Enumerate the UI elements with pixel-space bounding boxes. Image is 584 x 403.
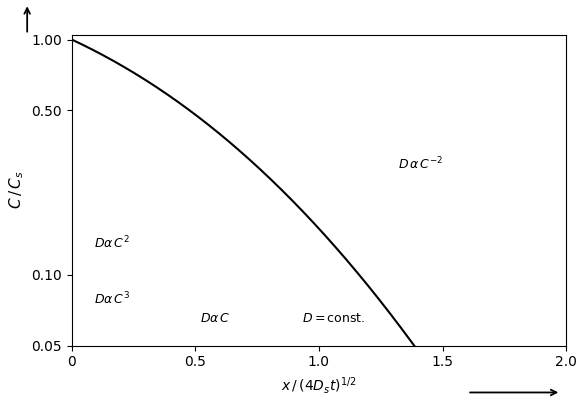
Text: $D\,\alpha\,C^{-2}$: $D\,\alpha\,C^{-2}$ xyxy=(398,156,443,172)
X-axis label: $x\,/\,(4D_s t)^{1/2}$: $x\,/\,(4D_s t)^{1/2}$ xyxy=(281,375,357,396)
Text: $D\alpha\,C$: $D\alpha\,C$ xyxy=(200,312,231,325)
Y-axis label: $C\,/\,C_s$: $C\,/\,C_s$ xyxy=(7,171,26,210)
Text: $D\alpha\,C^2$: $D\alpha\,C^2$ xyxy=(94,235,130,251)
Text: $D = \mathrm{const.}$: $D = \mathrm{const.}$ xyxy=(301,312,365,325)
Text: $D\alpha\,C^3$: $D\alpha\,C^3$ xyxy=(94,291,130,307)
